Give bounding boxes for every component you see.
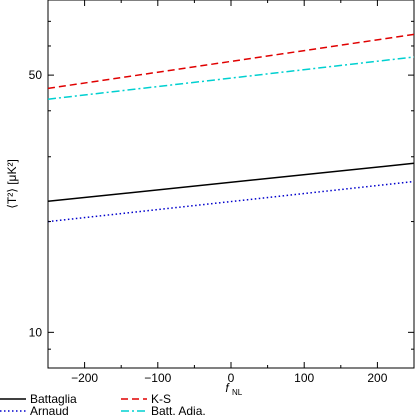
series-line-1 [47, 180, 415, 223]
series-line-2 [47, 33, 415, 90]
series-line-3 [47, 56, 415, 100]
y-tick-label: 50 [29, 68, 43, 82]
x-tick-label: 0 [228, 371, 235, 385]
x-tick-label: 200 [367, 371, 387, 385]
x-tick-label: −100 [144, 371, 171, 385]
y-tick-label: 10 [29, 325, 43, 339]
plot-area: −200 −100 0 100 200 10 50 [29, 0, 415, 385]
y-axis-label: ⟨T²⟩ [μK²] [5, 159, 19, 209]
series-line-0 [47, 162, 415, 203]
legend-label-0: Battaglia [30, 392, 77, 406]
x-tick-label: 100 [294, 371, 314, 385]
x-tick-label: −200 [71, 371, 98, 385]
series-layer [47, 33, 415, 223]
legend-label-3: Batt. Adia. [151, 404, 206, 417]
x-axis-label-subscript: NL [232, 388, 243, 397]
x-axis-label: f NL [225, 381, 242, 397]
legend-label-1: Arnaud [30, 404, 69, 417]
x-axis-label-main: f [225, 381, 230, 395]
plot-frame [47, 0, 415, 369]
legend-label-2: K-S [151, 392, 171, 406]
ticks-layer: −200 −100 0 100 200 10 50 [29, 0, 415, 385]
